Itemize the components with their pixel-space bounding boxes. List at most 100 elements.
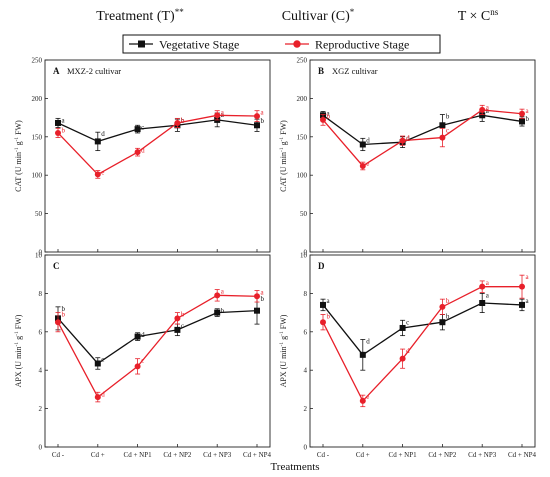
significance-letter: b [62,126,66,134]
plot-frame [44,59,271,253]
x-tick-label: Cd + NP3 [468,451,497,459]
data-point [320,116,326,123]
significance-letter: b [261,117,265,125]
data-point [94,171,101,178]
legend-entry-reproductive: Reproductive Stage [285,38,409,52]
y-tick-label: 0 [304,249,308,257]
significance-letter: d [406,347,410,355]
data-point [479,283,486,290]
y-tick-label: 0 [304,444,308,452]
legend-label: Vegetative Stage [159,38,239,52]
data-point [320,319,326,326]
x-tick-label: Cd + NP2 [163,451,192,459]
data-point [519,301,525,308]
panel-subtitle: XGZ cultivar [332,66,378,76]
data-point [174,315,181,322]
significance-letter: b [327,113,331,121]
y-axis-title: APX (U min-1 g-1 FW) [279,314,288,387]
significance-letter: a [327,109,331,117]
y-tick-label: 10 [35,252,43,260]
panel-subtitle: MXZ-2 cultivar [67,66,121,76]
plot-frame [309,254,536,448]
significance-letter: b [181,117,185,125]
significance-letter: b [62,305,66,313]
data-point [519,283,525,290]
header-cultivar: Cultivar (C)* [282,7,355,24]
series-line [322,114,523,146]
y-tick-label: 6 [39,328,43,336]
data-point [479,112,486,119]
data-point [254,307,260,314]
data-point [479,106,486,113]
x-tick-label: Cd + NP4 [508,451,537,459]
significance-letter: a [261,109,265,117]
significance-letter: e [101,169,104,177]
y-tick-label: 100 [297,172,308,180]
data-point [55,319,61,326]
data-point [174,119,181,126]
significance-letter: e [366,160,369,168]
significance-letter: d [406,134,410,142]
series-line [322,286,522,403]
panel-label-d: D [318,261,325,271]
data-point [134,149,141,156]
data-point [439,303,446,310]
x-tick-label: Cd + NP2 [428,451,457,459]
y-axis-title: CAT (U min-1 g-1 FW) [14,120,23,192]
y-axis-title: APX (U min-1 g-1 FW) [14,314,23,387]
panel-d: 0 2 4 6 8 10 Cd - Cd + Cd + NP1 Cd + NP2 Cd + NP3 C… [279,252,537,460]
data-point [439,134,446,141]
data-point [254,293,260,300]
significance-letter: b [181,311,185,319]
significance-letter: d [101,390,105,398]
plot-frame [44,254,271,448]
data-point [55,129,61,136]
y-tick-label: 0 [39,444,43,452]
significance-letter: c [406,318,409,326]
data-point [320,301,326,308]
significance-letter: a [327,297,331,305]
significance-letter: c [446,126,449,134]
panel-b: 0 50 100 150 200 250 CAT (U min-1 g-1 FW) B XGZ … [279,57,536,257]
significance-letter: a [526,273,530,281]
data-point [254,113,260,120]
significance-letter: a [486,279,490,287]
significance-letter: b [181,116,185,124]
y-tick-label: 50 [35,210,43,218]
data-point [439,319,446,326]
data-point [134,333,141,340]
significance-letter: b [221,307,225,315]
significance-letter: d [366,136,370,144]
data-point [399,137,406,144]
data-point [134,363,141,370]
series-line [322,302,523,356]
y-tick-label: 4 [39,367,43,375]
header-interaction: T × Cns [458,7,499,24]
y-tick-label: 8 [304,290,308,298]
panel-a: 0 50 100 150 200 250 CAT (U min-1 g-1 FW) A MXZ-… [14,57,271,257]
data-point [399,324,406,331]
data-point [55,119,61,126]
significance-letter: a [526,297,530,305]
x-tick-label: Cd + NP3 [203,451,232,459]
y-tick-label: 150 [32,133,43,141]
significance-letter: b [62,311,66,319]
significance-letter: b [526,115,530,123]
data-point [479,300,486,306]
legend-box [122,34,441,54]
significance-letter: d [141,146,145,154]
y-tick-label: 200 [297,95,308,103]
x-tick-label: Cd - [317,451,330,459]
series-line [322,109,523,167]
significance-letter: d [101,130,105,138]
y-tick-label: 0 [39,249,43,257]
significance-letter: d [141,331,145,339]
legend-entry-vegetative: Vegetative Stage [129,38,239,52]
